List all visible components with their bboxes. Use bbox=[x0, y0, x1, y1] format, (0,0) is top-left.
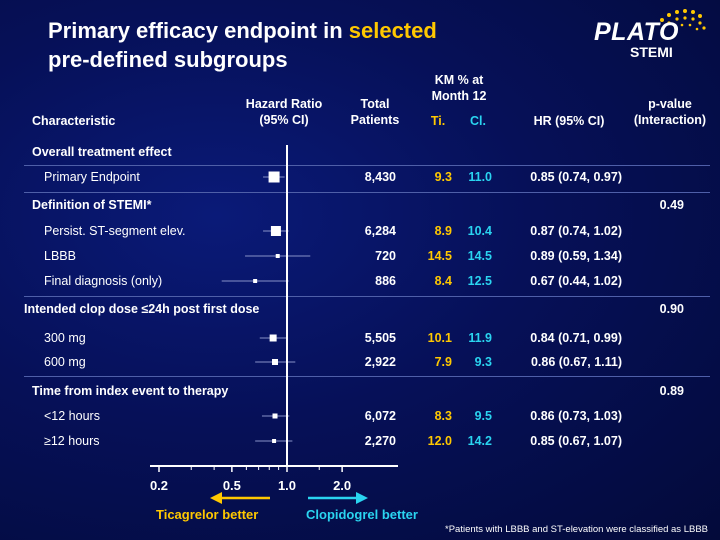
total-patients-value: 8,430 bbox=[364, 170, 396, 184]
slide-title: Primary efficacy endpoint in selected pr… bbox=[48, 16, 437, 74]
subgroup-label: Primary Endpoint bbox=[44, 170, 140, 184]
header-pvalue-line2: (Interaction) bbox=[633, 113, 707, 127]
total-patients-value: 2,922 bbox=[364, 355, 396, 369]
row-separator bbox=[24, 192, 710, 193]
hr-ci-value: 0.89 (0.59, 1.34) bbox=[530, 249, 622, 263]
row-separator bbox=[24, 165, 710, 166]
ticagrelor-better-label: Ticagrelor better bbox=[156, 507, 259, 522]
ticagrelor-km-value: 9.3 bbox=[434, 170, 452, 184]
clopidogrel-better-label: Clopidogrel better bbox=[306, 507, 418, 522]
total-patients-value: 2,270 bbox=[364, 434, 396, 448]
header-total-patients: Total Patients bbox=[340, 96, 410, 128]
subgroup-label: LBBB bbox=[44, 249, 76, 263]
hr-point bbox=[272, 439, 277, 443]
x-tick-label: 0.5 bbox=[223, 478, 241, 493]
total-patients-value: 886 bbox=[375, 274, 396, 288]
hr-ci-value: 0.87 (0.74, 1.02) bbox=[530, 224, 622, 238]
header-pvalue: p-value (Interaction) bbox=[622, 96, 718, 128]
plato-logo: PLATO STEMI bbox=[588, 4, 706, 64]
ticagrelor-km-value: 12.0 bbox=[427, 434, 452, 448]
header-hazard-ratio-line1: Hazard Ratio bbox=[245, 97, 323, 111]
section-label: Intended clop dose ≤24h post first dose bbox=[24, 302, 260, 316]
header-clopidogrel: Cl. bbox=[470, 114, 486, 128]
ticagrelor-km-value: 14.5 bbox=[427, 249, 452, 263]
clopidogrel-arrow-head-icon bbox=[356, 492, 368, 504]
header-hazard-ratio-line2: (95% CI) bbox=[259, 113, 309, 127]
logo-dots-icon bbox=[660, 9, 706, 31]
logo-subtitle: STEMI bbox=[630, 44, 673, 60]
subgroup-label: Persist. ST-segment elev. bbox=[44, 224, 186, 238]
hr-ci-value: 0.86 (0.73, 1.03) bbox=[530, 409, 622, 423]
title-line2: pre-defined subgroups bbox=[48, 47, 288, 72]
subgroup-label: <12 hours bbox=[44, 409, 100, 423]
x-tick-label: 2.0 bbox=[333, 478, 351, 493]
clopidogrel-km-value: 9.5 bbox=[474, 409, 492, 423]
hr-ci-value: 0.86 (0.67, 1.11) bbox=[530, 355, 622, 369]
ticagrelor-km-value: 8.3 bbox=[434, 409, 452, 423]
header-characteristic: Characteristic bbox=[32, 114, 116, 128]
header-km-line2: Month 12 bbox=[431, 89, 487, 103]
ticagrelor-arrow-head-icon bbox=[210, 492, 222, 504]
interaction-pvalue: 0.90 bbox=[659, 302, 684, 316]
hr-ci-value: 0.67 (0.44, 1.02) bbox=[530, 274, 622, 288]
hr-point bbox=[272, 359, 279, 365]
header-hazard-ratio: Hazard Ratio (95% CI) bbox=[234, 96, 334, 128]
title-line1-pre: Primary efficacy endpoint in bbox=[48, 18, 349, 43]
hr-ci-value: 0.85 (0.67, 1.07) bbox=[530, 434, 622, 448]
interaction-pvalue: 0.89 bbox=[659, 384, 684, 398]
total-patients-value: 720 bbox=[375, 249, 396, 263]
clopidogrel-km-value: 11.0 bbox=[468, 170, 492, 184]
hr-point bbox=[272, 413, 278, 419]
section-label: Definition of STEMI* bbox=[32, 198, 152, 212]
section-label: Time from index event to therapy bbox=[32, 384, 229, 398]
section-label: Overall treatment effect bbox=[32, 145, 172, 159]
ticagrelor-km-value: 7.9 bbox=[434, 355, 452, 369]
clopidogrel-km-value: 10.4 bbox=[467, 224, 492, 238]
interaction-pvalue: 0.49 bbox=[659, 198, 684, 212]
header-total-line2: Patients bbox=[350, 113, 400, 127]
header-km: KM % at Month 12 bbox=[414, 72, 504, 104]
clopidogrel-km-value: 11.9 bbox=[468, 331, 492, 345]
footnote: *Patients with LBBB and ST-elevation wer… bbox=[445, 524, 708, 535]
row-separator bbox=[24, 296, 710, 297]
hr-ci-value: 0.84 (0.71, 0.99) bbox=[530, 331, 622, 345]
header-km-line1: KM % at bbox=[434, 73, 484, 87]
hr-point bbox=[275, 254, 280, 258]
total-patients-value: 6,072 bbox=[364, 409, 396, 423]
hr-ci-value: 0.85 (0.74, 0.97) bbox=[530, 170, 622, 184]
hr-point bbox=[268, 171, 280, 183]
header-ticagrelor: Ti. bbox=[430, 114, 446, 128]
subgroup-label: 600 mg bbox=[44, 355, 86, 369]
row-separator bbox=[24, 376, 710, 377]
header-hr-ci: HR (95% CI) bbox=[533, 114, 605, 128]
header-total-line1: Total bbox=[360, 97, 390, 111]
clopidogrel-km-value: 9.3 bbox=[474, 355, 492, 369]
ticagrelor-km-value: 8.9 bbox=[434, 224, 452, 238]
x-tick-label: 0.2 bbox=[150, 478, 168, 493]
header-pvalue-line1: p-value bbox=[648, 97, 692, 111]
total-patients-value: 5,505 bbox=[364, 331, 396, 345]
subgroup-label: Final diagnosis (only) bbox=[44, 274, 163, 288]
x-tick-label: 1.0 bbox=[278, 478, 296, 493]
clopidogrel-km-value: 14.2 bbox=[467, 434, 492, 448]
total-patients-value: 6,284 bbox=[364, 224, 396, 238]
ticagrelor-km-value: 8.4 bbox=[434, 274, 452, 288]
ticagrelor-km-value: 10.1 bbox=[427, 331, 452, 345]
clopidogrel-km-value: 14.5 bbox=[467, 249, 492, 263]
hr-point bbox=[269, 334, 277, 342]
logo-name: PLATO bbox=[594, 18, 679, 46]
hr-point bbox=[253, 279, 258, 283]
subgroup-label: ≥12 hours bbox=[44, 434, 100, 448]
clopidogrel-km-value: 12.5 bbox=[467, 274, 492, 288]
title-highlight: selected bbox=[348, 18, 437, 43]
subgroup-label: 300 mg bbox=[44, 331, 86, 345]
hr-point bbox=[270, 226, 281, 236]
